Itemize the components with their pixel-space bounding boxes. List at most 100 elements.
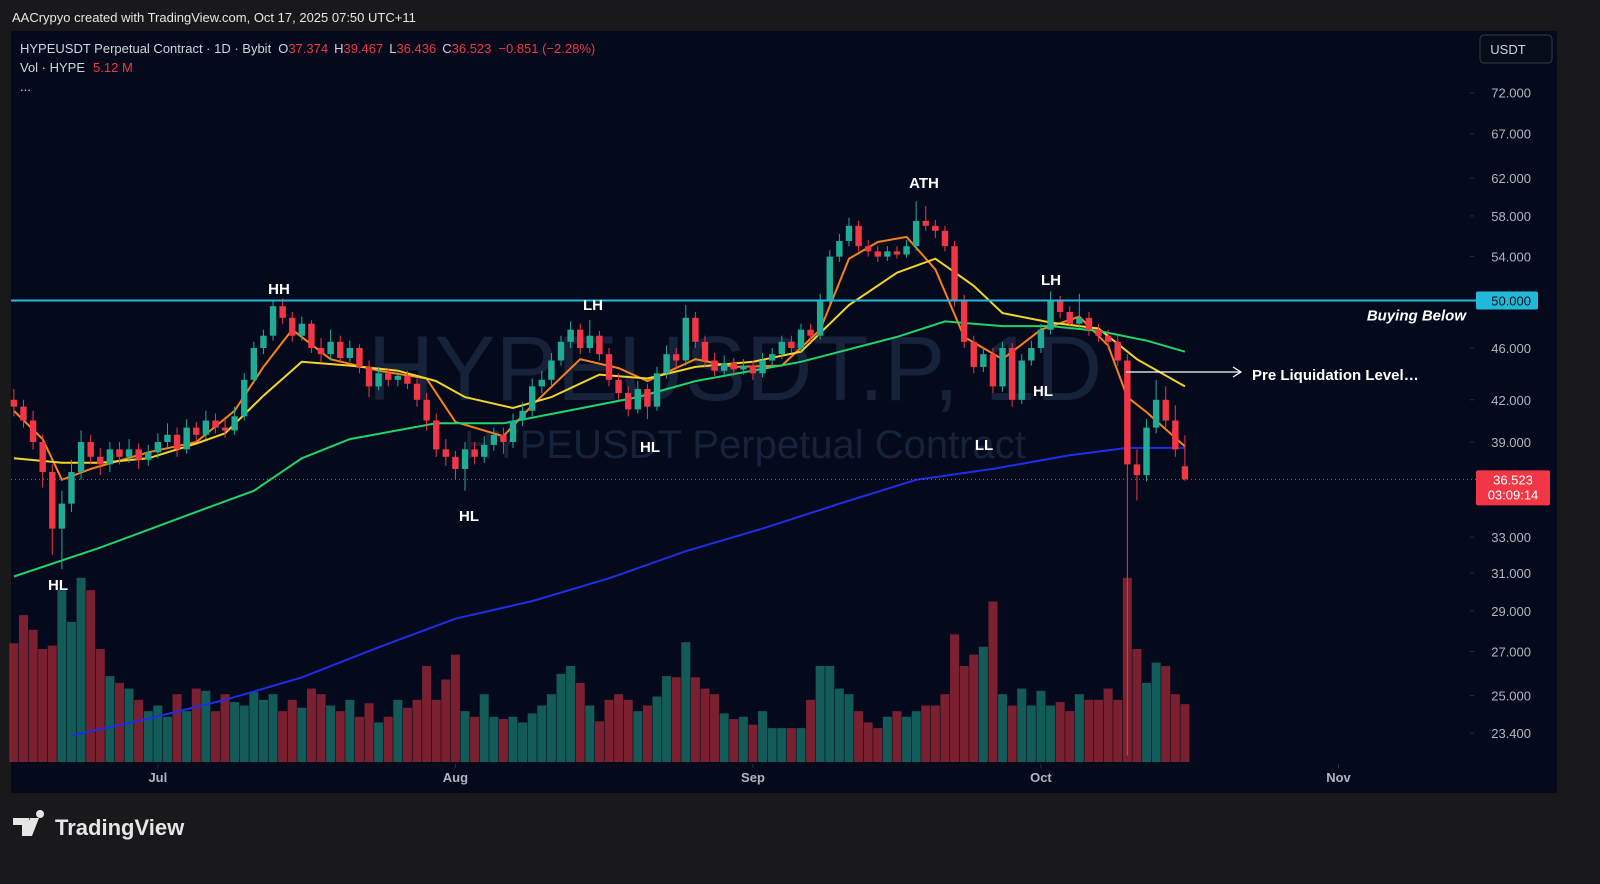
currency-button[interactable]: [1479, 34, 1553, 64]
candle-body: [596, 335, 603, 355]
candle-body: [1076, 317, 1083, 324]
candle-body: [845, 225, 853, 242]
candle-body: [807, 329, 814, 336]
candle-body: [250, 347, 258, 380]
annotation: HL: [640, 439, 660, 456]
currency-label[interactable]: USDT: [1490, 42, 1525, 57]
candle-body: [893, 251, 901, 255]
candle-body: [433, 420, 440, 450]
volume-bar: [921, 705, 931, 762]
symbol: HYPEUSDT Perpetual Contract · 1D · Bybit: [20, 41, 272, 56]
candle-body: [221, 427, 229, 431]
candle-body: [183, 427, 190, 450]
volume-bar: [76, 577, 86, 762]
annotation: LH: [1041, 272, 1061, 289]
candle-body: [231, 416, 238, 431]
candle-body: [365, 366, 373, 387]
candle-body: [490, 434, 498, 445]
volume-bar: [575, 682, 585, 762]
volume-bar: [134, 699, 144, 762]
candle-body: [816, 300, 824, 336]
volume-bar: [892, 711, 902, 762]
y-tick-label: 62.000: [1491, 171, 1531, 186]
volume-bar: [873, 728, 883, 762]
volume-bar: [1170, 694, 1180, 762]
legend-header: HYPEUSDT Perpetual Contract · 1D · Bybit…: [20, 41, 595, 56]
candle-body: [663, 354, 670, 374]
o-label: O: [278, 41, 288, 56]
candle-body: [29, 420, 37, 443]
volume-bar: [604, 699, 614, 762]
brand-logo: TradingView: [13, 810, 185, 840]
volume-bar: [710, 694, 720, 762]
volume-bar: [978, 646, 988, 762]
volume-bar: [66, 621, 76, 762]
volume-bar: [268, 694, 278, 762]
candle-body: [788, 341, 795, 348]
candle-body: [912, 220, 920, 247]
y-tick-label: 31.000: [1491, 566, 1531, 581]
volume-bar: [806, 699, 816, 762]
volume-bar: [777, 728, 787, 762]
volume-bar: [297, 707, 307, 762]
attribution: AACrypyo created with TradingView.com, O…: [12, 10, 416, 25]
volume-bar: [422, 665, 432, 762]
volume-bar: [642, 705, 652, 762]
candle-body: [730, 363, 737, 370]
candle-body: [864, 246, 872, 252]
volume-bar: [383, 716, 393, 762]
candle-layer: [10, 201, 1189, 756]
annotation: HL: [459, 508, 479, 525]
volume-bar: [719, 713, 729, 762]
annotation: LH: [583, 297, 603, 314]
o-value: 37.374: [288, 41, 328, 56]
volume-bar: [460, 711, 470, 762]
volume-bar: [940, 694, 950, 762]
candle-body: [279, 306, 286, 318]
level-label-box: [1476, 291, 1538, 310]
volume-bar: [18, 615, 28, 762]
volume-bar: [287, 699, 297, 762]
volume-bar: [614, 694, 624, 762]
logo-mark: [13, 810, 45, 836]
volume-bar: [1094, 699, 1104, 762]
volume-bar: [796, 728, 806, 762]
volume-bar: [834, 688, 844, 762]
candle-body: [346, 347, 354, 358]
volume-bar: [700, 688, 710, 762]
more-indicators[interactable]: ...: [20, 79, 31, 94]
volume-bar: [662, 676, 672, 762]
volume-bar: [489, 716, 499, 762]
volume-bar: [278, 711, 288, 762]
candle-body: [529, 386, 536, 411]
candle-body: [759, 360, 766, 374]
volume-bar: [690, 677, 700, 762]
candle-body: [557, 341, 565, 361]
candle-body: [653, 373, 661, 407]
candle-body: [519, 410, 526, 421]
candle-body: [970, 341, 977, 367]
candle-body: [356, 347, 363, 367]
volume-bar: [844, 694, 854, 762]
change: −0.851 (−2.28%): [498, 41, 595, 56]
c-label: C: [442, 41, 451, 56]
volume-bar: [738, 716, 748, 762]
price-label: 36.523: [1493, 472, 1533, 487]
x-tick-label: Nov: [1326, 770, 1351, 785]
candle-body: [951, 246, 958, 301]
volume-bar: [1103, 688, 1113, 762]
y-tick-label: 25.000: [1491, 688, 1531, 703]
volume-bar: [748, 724, 758, 762]
ma-line: [71, 446, 1185, 737]
candle-body: [193, 427, 200, 435]
volume-bar: [1151, 662, 1161, 762]
volume-bar: [114, 682, 124, 762]
volume-bar: [1036, 690, 1046, 762]
volume-bar: [402, 707, 412, 762]
candle-body: [624, 393, 632, 410]
volume-bar: [47, 645, 57, 762]
candle-body: [77, 442, 85, 473]
volume-bar: [316, 694, 326, 762]
annotation: HH: [268, 281, 290, 298]
candle-body: [836, 241, 843, 257]
